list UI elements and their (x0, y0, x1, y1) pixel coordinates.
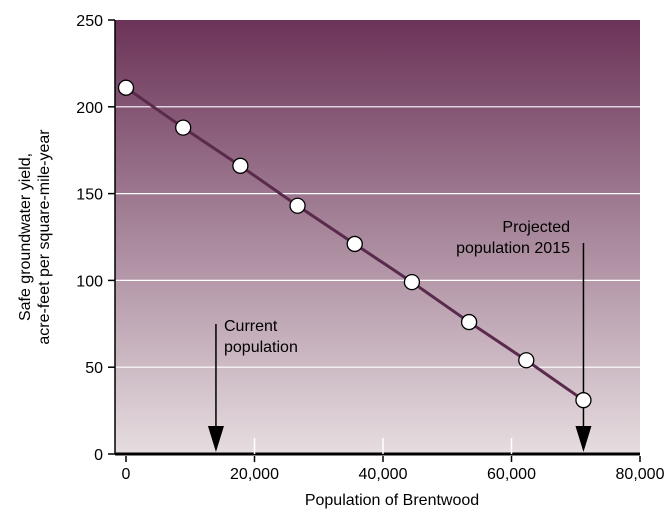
data-point (346, 235, 363, 253)
annotation-text: Current population (224, 318, 298, 356)
annotation-text-line: Projected (502, 219, 570, 236)
y-tick-label: 0 (94, 447, 103, 464)
y-axis-title-line: acre-feet per square-mile-year (36, 129, 53, 345)
x-axis-title: Population of Brentwood (305, 492, 479, 509)
x-tick-label: 0 (122, 466, 131, 483)
y-tick-label: 250 (76, 13, 103, 30)
y-tick-label: 200 (76, 100, 103, 117)
annotation-text-line: Current (224, 318, 278, 335)
data-point (232, 157, 249, 174)
x-tick-label: 20,000 (230, 466, 279, 483)
x-tick-label: 60,000 (487, 466, 536, 483)
data-point (460, 313, 478, 331)
y-tick-label: 100 (76, 273, 103, 290)
data-point (575, 392, 592, 409)
data-series (117, 79, 592, 409)
annotation-text-line: population (224, 339, 298, 356)
annotation-text: Projected population 2015 (456, 219, 570, 257)
annotation-arrowhead (207, 426, 224, 452)
y-axis-title-line: Safe groundwater yield, (17, 153, 34, 321)
data-point (117, 79, 135, 96)
x-tick-label: 80,000 (616, 466, 665, 483)
annotation-arrowhead (575, 426, 592, 452)
data-point (518, 352, 535, 369)
y-tick-label: 50 (85, 360, 103, 377)
axes (108, 19, 641, 462)
y-tick-label: 150 (76, 187, 103, 204)
data-point (403, 273, 421, 291)
x-tick-label: 40,000 (359, 466, 408, 483)
annotation: Current population (207, 318, 298, 452)
gridlines (115, 106, 640, 368)
y-axis-title: Safe groundwater yield, acre-feet per squ… (17, 129, 53, 345)
plot-background (115, 20, 640, 454)
annotation-text-line: population 2015 (456, 240, 570, 257)
axis-labels: 0 50 100 150 200 250 0 20,000 40,000 60,000 80,000… (17, 13, 665, 509)
data-point (289, 197, 306, 214)
data-point (175, 119, 192, 136)
